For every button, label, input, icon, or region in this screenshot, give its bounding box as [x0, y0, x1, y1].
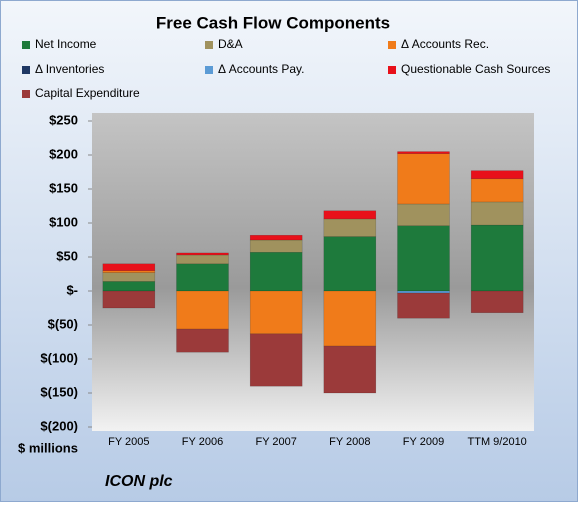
bar-segment	[102, 263, 156, 271]
x-tick-label: FY 2008	[329, 436, 370, 448]
bar-segment	[323, 218, 377, 237]
y-tick-label: $(200)	[40, 418, 78, 433]
bar-segment	[470, 201, 524, 226]
legend-label: Δ Accounts Rec.	[401, 37, 489, 51]
legend-label: D&A	[218, 37, 243, 51]
legend-swatch	[22, 90, 30, 98]
bar-segment	[397, 203, 450, 226]
legend-label: Net Income	[35, 37, 97, 51]
bar-segment	[176, 328, 229, 353]
bar-segment	[397, 151, 450, 154]
bar-segment	[102, 290, 156, 309]
x-tick-label: TTM 9/2010	[468, 436, 527, 448]
bar-segment	[470, 224, 524, 292]
bar-segment	[470, 178, 524, 203]
y-tick-label: $(150)	[40, 384, 78, 399]
bar-segment	[176, 263, 229, 292]
x-tick-label: FY 2005	[108, 436, 149, 448]
bar-segment	[102, 272, 156, 282]
bar-segment	[397, 153, 450, 205]
bar-segment	[176, 290, 229, 330]
chart-layer: $(200) $(150) $(100) $(50) $- $50 $100 $150 $200…	[22, 37, 550, 448]
bar-segment	[249, 333, 303, 387]
x-tick-label: FY 2006	[182, 436, 223, 448]
bar-segment	[397, 290, 450, 294]
chart-title: Free Cash Flow Components	[156, 13, 390, 32]
y-tick-label: $150	[49, 180, 78, 195]
bar-segment	[249, 290, 303, 335]
legend-swatch	[205, 41, 213, 49]
y-tick-label: $(50)	[48, 316, 78, 331]
legend-swatch	[22, 41, 30, 49]
bar-segment	[470, 170, 524, 180]
bar-segment	[323, 210, 377, 220]
bar-segment	[470, 290, 524, 314]
legend-label: Capital Expenditure	[35, 86, 140, 100]
y-tick-label: $250	[49, 112, 78, 127]
bar-segment	[176, 254, 229, 265]
y-tick-label: $50	[56, 248, 78, 263]
bar-segment	[249, 234, 303, 241]
legend-swatch	[388, 41, 396, 49]
bar-segment	[397, 225, 450, 292]
plot-area	[92, 113, 534, 431]
legend-label: Δ Inventories	[35, 62, 104, 76]
legend-label: Δ Accounts Pay.	[218, 62, 305, 76]
bar-segment	[397, 292, 450, 319]
y-tick-label: $200	[49, 146, 78, 161]
y-tick-label: $(100)	[40, 350, 78, 365]
bar-segment	[102, 270, 156, 273]
bar-segment	[323, 236, 377, 292]
legend-swatch	[205, 66, 213, 74]
bar-segment	[323, 345, 377, 394]
legend-swatch	[388, 66, 396, 74]
bar-segment	[323, 290, 377, 347]
bar-segment	[249, 239, 303, 253]
y-tick-label: $100	[49, 214, 78, 229]
x-tick-label: FY 2007	[255, 436, 296, 448]
y-tick-label: $-	[66, 282, 78, 297]
y-axis-label: $ millions	[18, 440, 78, 455]
legend-swatch	[22, 66, 30, 74]
bar-segment	[102, 281, 156, 292]
legend-label: Questionable Cash Sources	[401, 62, 550, 76]
bar-segment	[249, 251, 303, 292]
bar-segment	[176, 252, 229, 256]
x-tick-label: FY 2009	[403, 436, 444, 448]
annotation: ICON plc	[105, 473, 173, 490]
